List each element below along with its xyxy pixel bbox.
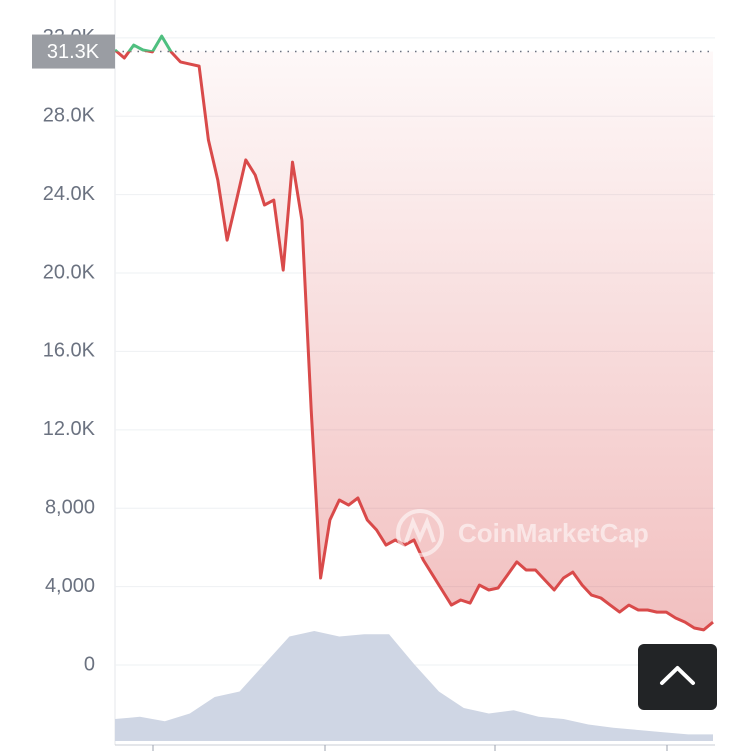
y-tick-label: 16.0K bbox=[43, 340, 96, 362]
reference-badge bbox=[32, 34, 115, 69]
watermark-text: CoinMarketCap bbox=[458, 518, 649, 548]
watermark: CoinMarketCap bbox=[396, 509, 649, 557]
price-area bbox=[115, 36, 713, 630]
chevron-icon bbox=[660, 666, 695, 685]
y-tick-label: 28.0K bbox=[43, 105, 96, 127]
y-tick-label: 4,000 bbox=[45, 575, 95, 597]
y-tick-label: 8,000 bbox=[45, 497, 95, 519]
y-tick-label: 24.0K bbox=[43, 183, 96, 205]
scroll-top-button[interactable] bbox=[638, 644, 717, 710]
y-tick-label: 0 bbox=[84, 653, 95, 675]
y-tick-label: 20.0K bbox=[43, 261, 96, 283]
reference-label: 31.3K bbox=[47, 41, 100, 63]
volume-area bbox=[115, 631, 713, 741]
price-line bbox=[114, 51, 714, 632]
y-tick-label: 12.0K bbox=[43, 418, 96, 440]
